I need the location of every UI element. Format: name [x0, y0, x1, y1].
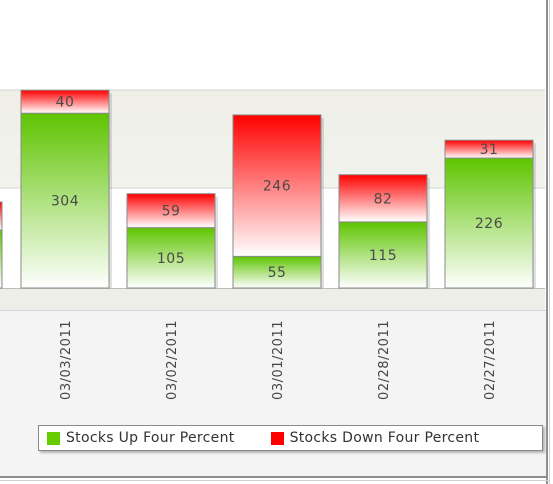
legend-label-down: Stocks Down Four Percent [289, 430, 480, 446]
data-label-down: 82 [374, 191, 393, 207]
x-tick-label: 02/27/2011 [483, 320, 498, 400]
bar-segment-up [0, 229, 3, 289]
bars-group: 304 40 105 59 55 246 115 82 226 31 [0, 89, 536, 289]
bar-2[interactable]: 55 246 [232, 114, 324, 289]
bar-0[interactable]: 304 40 [20, 89, 112, 289]
window-frame-right-shadow [549, 0, 550, 484]
legend-item-up[interactable]: Stocks Up Four Percent [47, 430, 235, 446]
bar-segment-up[interactable] [126, 227, 216, 289]
data-label-up: 55 [268, 265, 287, 281]
window-frame-bottom [0, 476, 548, 478]
data-label-up: 304 [51, 194, 79, 210]
data-label-down: 31 [480, 142, 499, 158]
legend-swatch-up [47, 431, 60, 445]
bar-segment-down[interactable] [232, 114, 322, 257]
x-tick-label: 03/01/2011 [271, 320, 286, 400]
data-label-down: 40 [56, 95, 75, 111]
window-frame-right [546, 0, 548, 484]
x-tick-label: 02/28/2011 [377, 320, 392, 400]
plot-band [0, 289, 545, 310]
data-label-up: 105 [157, 251, 185, 267]
bar-3[interactable]: 115 82 [338, 174, 430, 289]
bar-segment-up[interactable] [338, 221, 428, 289]
bar-segment-down [0, 201, 3, 231]
window-frame-bottom-shadow [0, 480, 550, 481]
bar-4[interactable]: 226 31 [444, 139, 536, 289]
legend-item-down[interactable]: Stocks Down Four Percent [270, 430, 480, 446]
x-tick-label: 03/02/2011 [165, 320, 180, 400]
bar-segment-up[interactable] [20, 112, 110, 289]
partial-bar [0, 201, 3, 289]
legend-swatch-down [270, 431, 284, 445]
data-label-up: 226 [475, 216, 503, 232]
bar-segment-up[interactable] [232, 255, 322, 289]
x-tick-label: 03/03/2011 [59, 320, 74, 400]
data-label-down: 246 [263, 179, 291, 195]
data-label-up: 115 [369, 248, 397, 264]
data-label-down: 59 [162, 204, 181, 220]
legend: Stocks Up Four Percent Stocks Down Four … [38, 425, 543, 451]
bar-segment-down[interactable] [444, 139, 534, 159]
legend-label-up: Stocks Up Four Percent [66, 430, 235, 446]
bar-segment-down[interactable] [338, 174, 428, 223]
bar-segment-down[interactable] [20, 89, 110, 114]
bar-1[interactable]: 105 59 [126, 193, 218, 289]
x-axis-ticks: 03/03/2011 03/02/2011 03/01/2011 02/28/2011… [59, 320, 498, 400]
bar-segment-down[interactable] [126, 193, 216, 229]
bar-segment-up[interactable] [444, 157, 534, 289]
